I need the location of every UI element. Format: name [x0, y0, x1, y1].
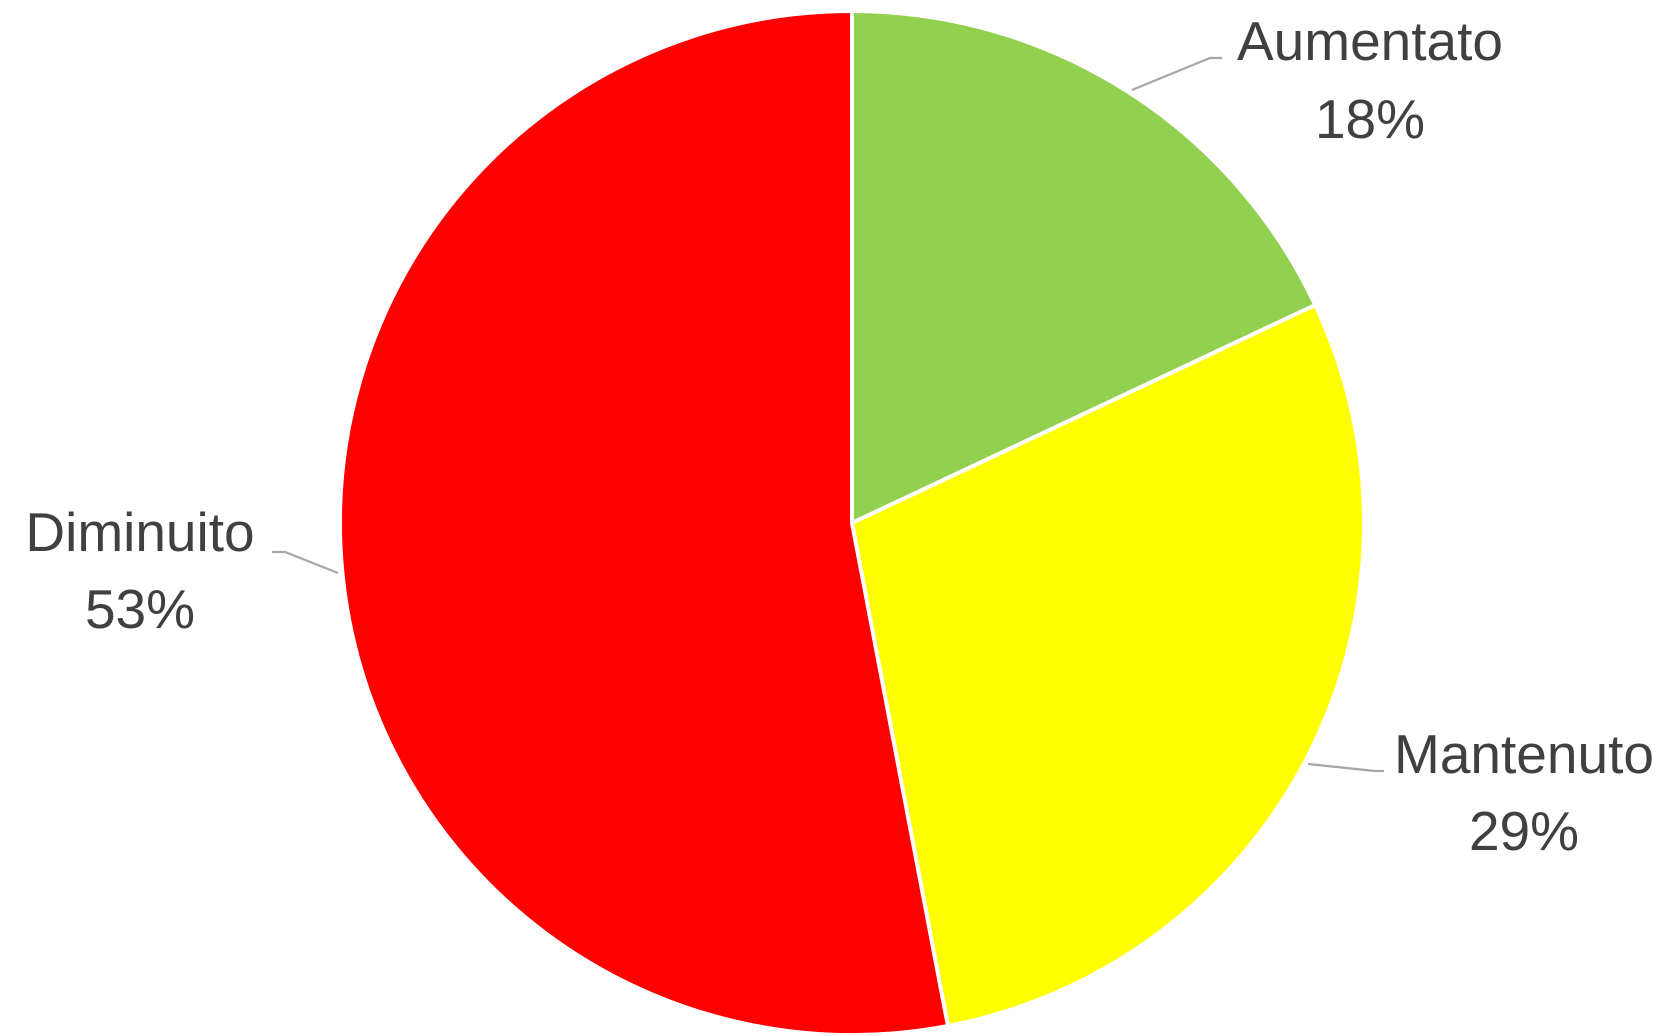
pie-slice-diminuito [337, 9, 950, 1036]
slice-label-diminuito: Diminuito [25, 501, 254, 563]
pie-slice-mantenuto [850, 303, 1366, 1028]
pie-slice-aumentato [850, 9, 1318, 525]
leader-line-diminuito [272, 550, 339, 575]
slice-label-aumentato: Aumentato [1237, 10, 1503, 72]
slice-value-aumentato: 18% [1315, 88, 1425, 150]
leader-lines [272, 56, 1384, 773]
pie-slices [337, 9, 1366, 1036]
slice-value-diminuito: 53% [85, 578, 195, 640]
leader-line-aumentato [1131, 56, 1222, 92]
leader-line-mantenuto [1307, 762, 1384, 773]
slice-label-mantenuto: Mantenuto [1394, 723, 1654, 785]
slice-value-mantenuto: 29% [1469, 800, 1579, 862]
